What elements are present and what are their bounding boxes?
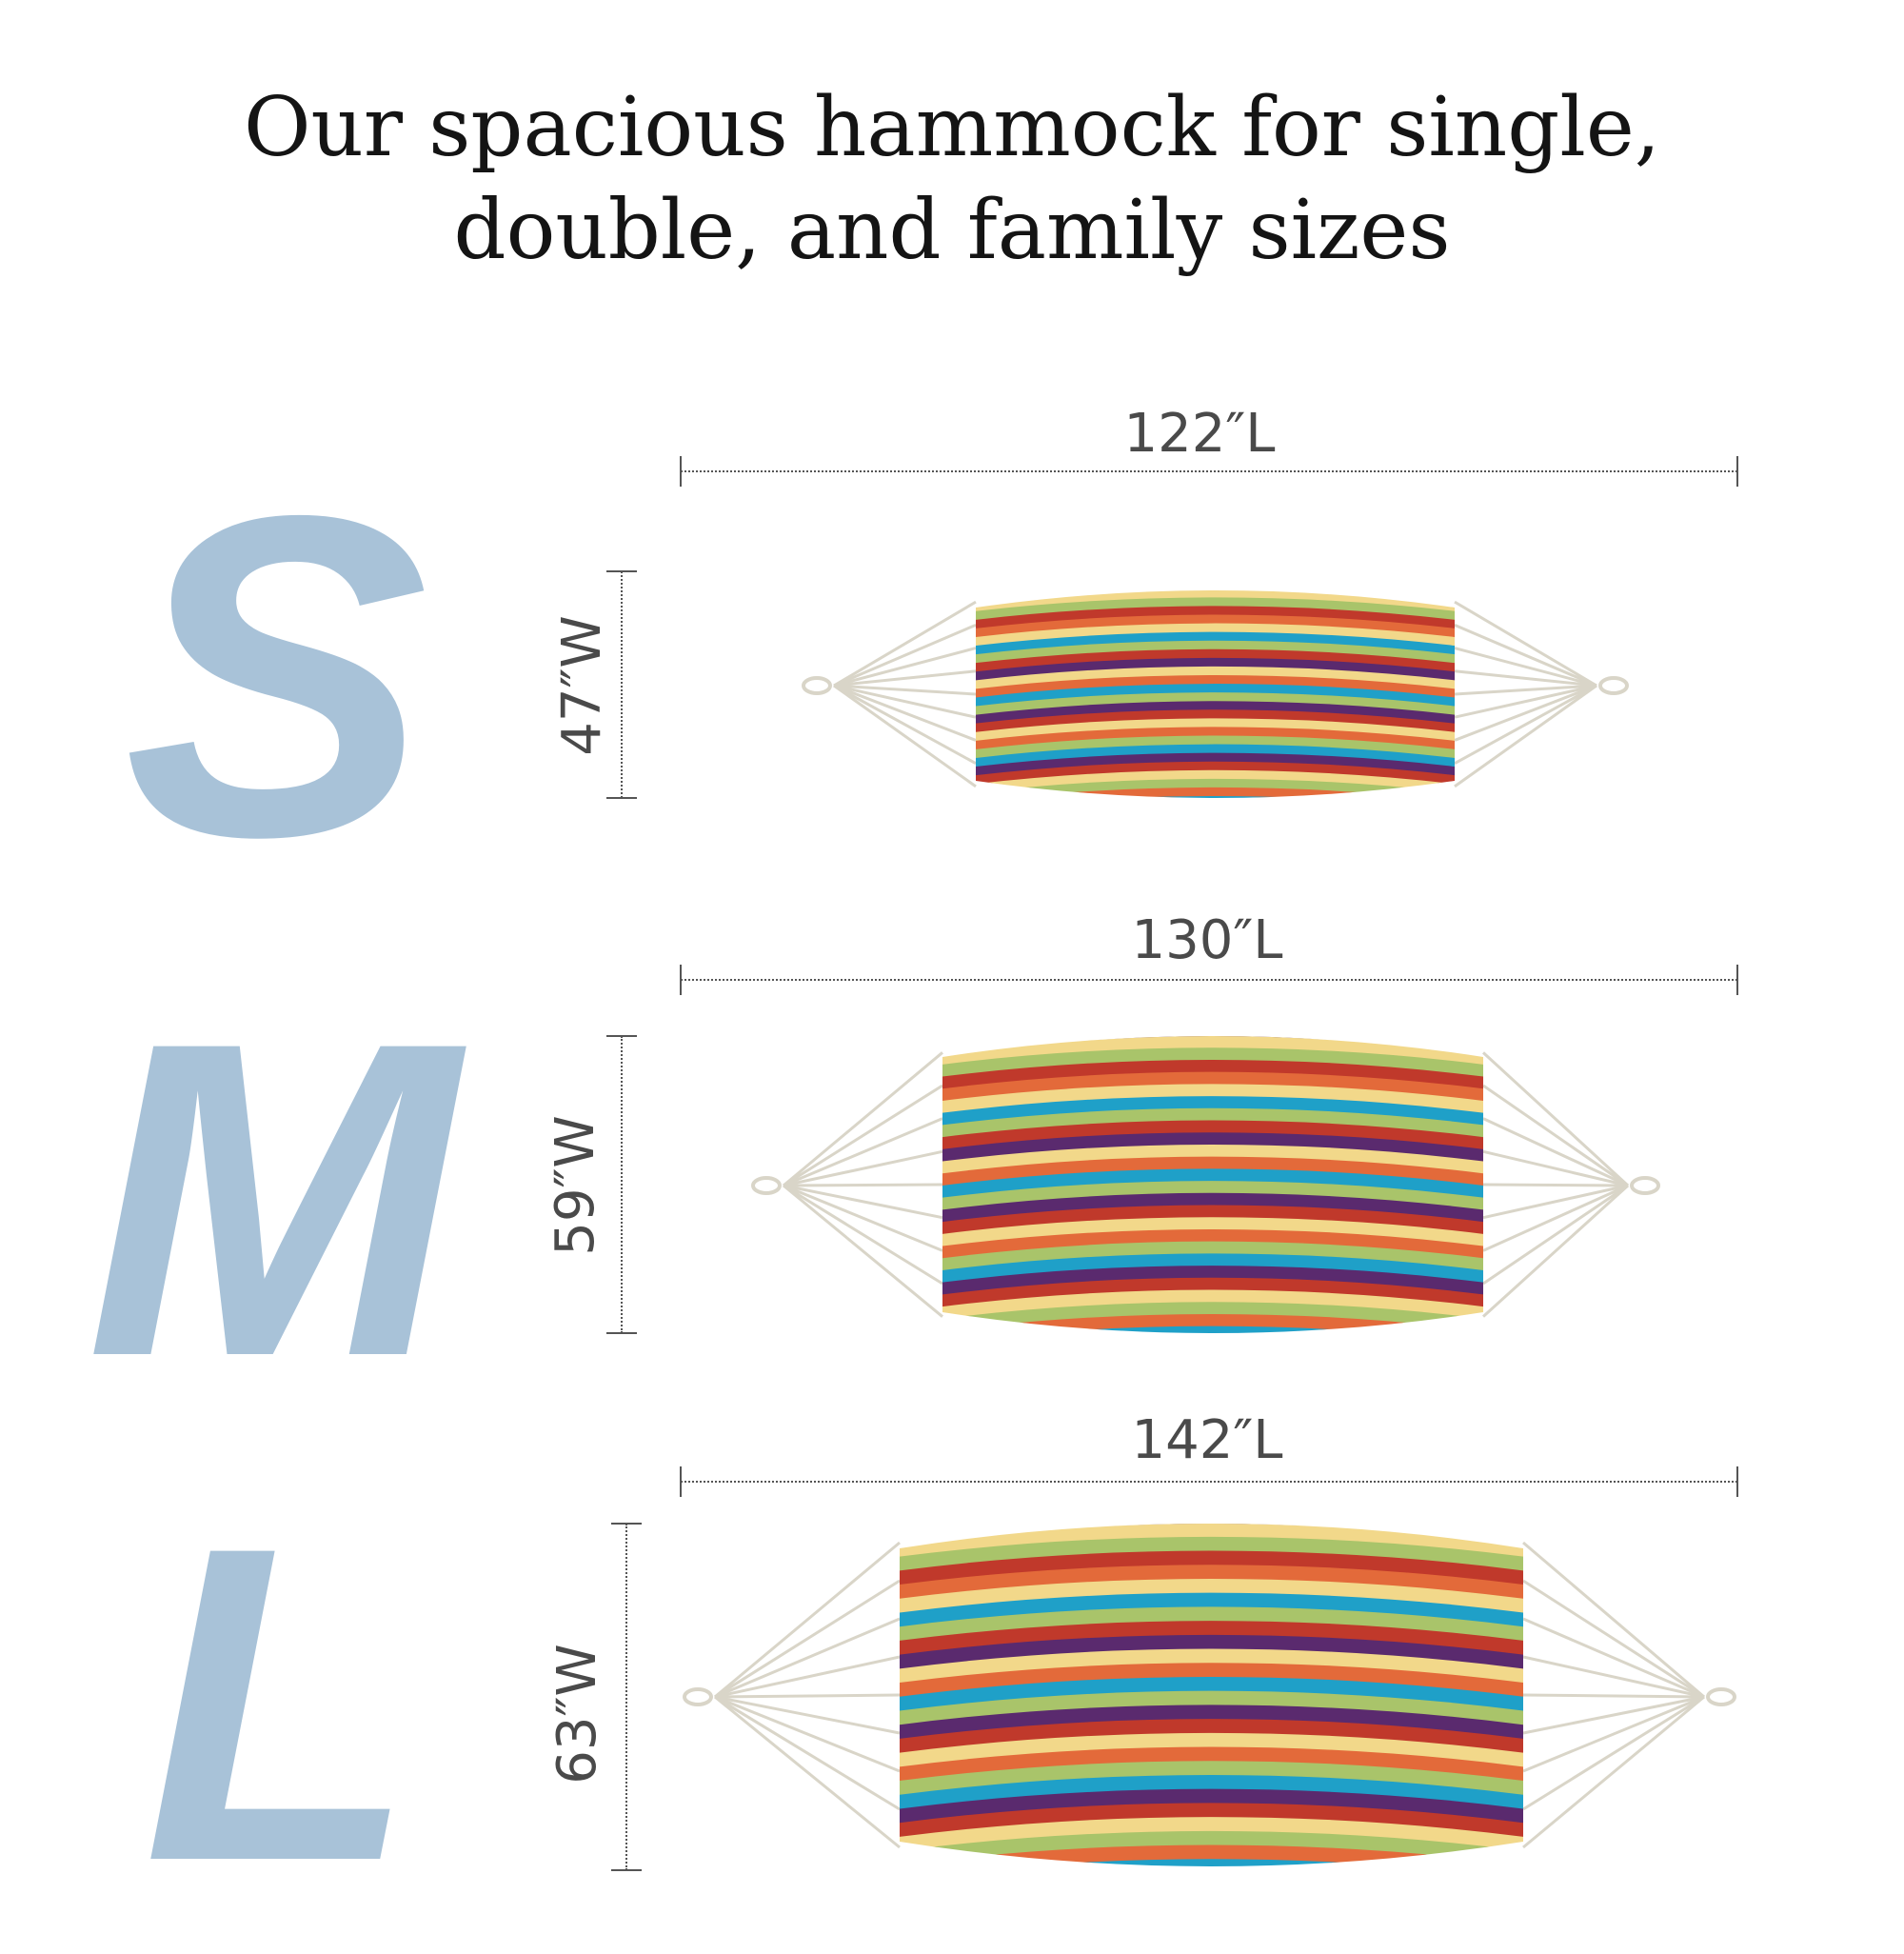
title-line-2: double, and family sizes [453, 183, 1451, 278]
width-dimension-line-large [611, 1523, 642, 1871]
length-dimension-line-large [680, 1466, 1738, 1497]
width-dimension-line-medium [606, 1035, 637, 1334]
width-dimension-line-small [606, 570, 637, 799]
length-dimension-line-small [680, 456, 1738, 487]
title-line-1: Our spacious hammock for single, [243, 80, 1661, 175]
hammock-ring-left [802, 676, 832, 695]
hammock-ring-right [1598, 676, 1629, 695]
size-letter-l: L [143, 1454, 417, 1954]
hammock-large-image [683, 1524, 1736, 1866]
hammock-ring-right [1706, 1687, 1736, 1706]
size-letter-s: S [124, 420, 429, 931]
hammock-fabric [900, 1524, 1523, 1866]
length-label-medium: 130″L [1131, 909, 1283, 971]
hammock-medium-image [751, 1036, 1660, 1333]
page-title: Our spacious hammock for single, double,… [0, 76, 1904, 282]
length-dimension-line-medium [680, 965, 1738, 995]
hammock-fabric [976, 590, 1455, 798]
hammock-fabric [942, 1036, 1483, 1333]
length-label-small: 122″L [1123, 403, 1276, 465]
hammock-small-image [802, 590, 1629, 798]
length-label-large: 142″L [1131, 1409, 1283, 1471]
hammock-ring-left [751, 1176, 782, 1195]
hammock-ring-right [1630, 1176, 1660, 1195]
size-letter-m: M [86, 949, 459, 1449]
hammock-ring-left [683, 1687, 713, 1706]
